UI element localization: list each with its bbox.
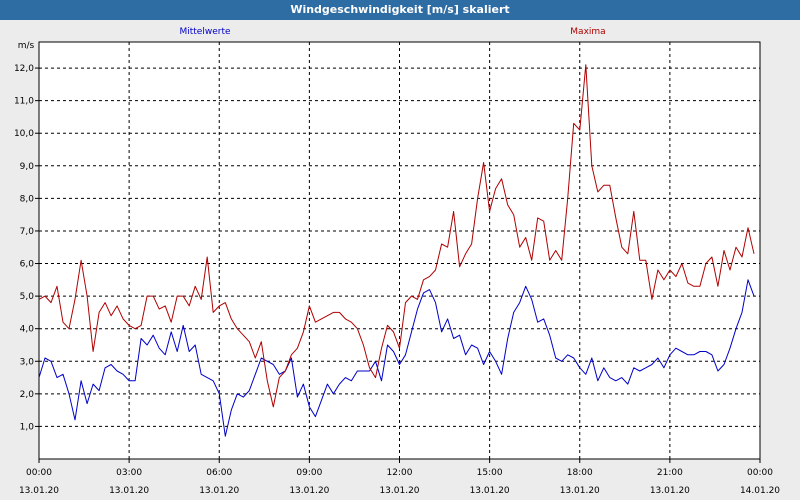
y-tick-label: 2,0 [20,390,35,400]
y-tick-label: 4,0 [20,325,35,335]
y-tick-label: 12,0 [14,64,34,74]
x-tick-time: 00:00 [26,468,52,478]
x-tick-time: 12:00 [387,468,413,478]
x-tick-date: 13.01.20 [650,486,690,496]
y-tick-label: 8,0 [20,194,35,204]
y-tick-label: 5,0 [20,292,35,302]
x-tick-date: 13.01.20 [289,486,329,496]
y-axis-label: m/s [18,41,35,51]
x-axis: 00:00 13.01.20 03:00 13.01.20 06:00 13.01.20 0… [19,459,780,496]
grid [39,42,760,459]
y-tick-label: 6,0 [20,260,35,270]
y-tick-label: 3,0 [20,357,35,367]
x-tick-time: 18:00 [567,468,593,478]
x-tick-date: 13.01.20 [109,486,149,496]
x-tick-date: 13.01.20 [379,486,419,496]
x-tick-time: 09:00 [296,468,322,478]
x-tick-time: 06:00 [206,468,232,478]
y-tick-label: 7,0 [20,227,35,237]
series-line-maxima [38,64,755,408]
series-line-mittelwerte [38,279,755,437]
x-tick-date: 13.01.20 [470,486,510,496]
y-tick-label: 10,0 [14,129,34,139]
legend-mittelwerte: Mittelwerte [179,27,230,37]
series-group [38,64,755,437]
y-axis: 1,0 2,0 3,0 4,0 5,0 6,0 7,0 8,0 9,0 10,0 11,0 12,0 [14,64,39,432]
y-tick-label: 9,0 [20,162,35,172]
window-title: Windgeschwindigkeit [m/s] skaliert [0,0,800,20]
x-tick-time: 00:00 [747,468,773,478]
x-tick-time: 03:00 [116,468,142,478]
x-tick-date: 13.01.20 [199,486,239,496]
x-tick-date: 13.01.20 [19,486,59,496]
chart-canvas: 1,02,03,04,05,06,07,08,09,010,011,012,0 … [14,27,780,496]
y-tick-label: 1,0 [20,422,35,432]
plot-area [38,41,761,460]
x-tick-time: 21:00 [657,468,683,478]
legend-maxima: Maxima [570,27,605,37]
x-tick-time: 15:00 [477,468,503,478]
y-tick-label: 11,0 [14,97,34,107]
x-tick-date: 13.01.20 [560,486,600,496]
x-tick-date: 14.01.20 [740,486,780,496]
